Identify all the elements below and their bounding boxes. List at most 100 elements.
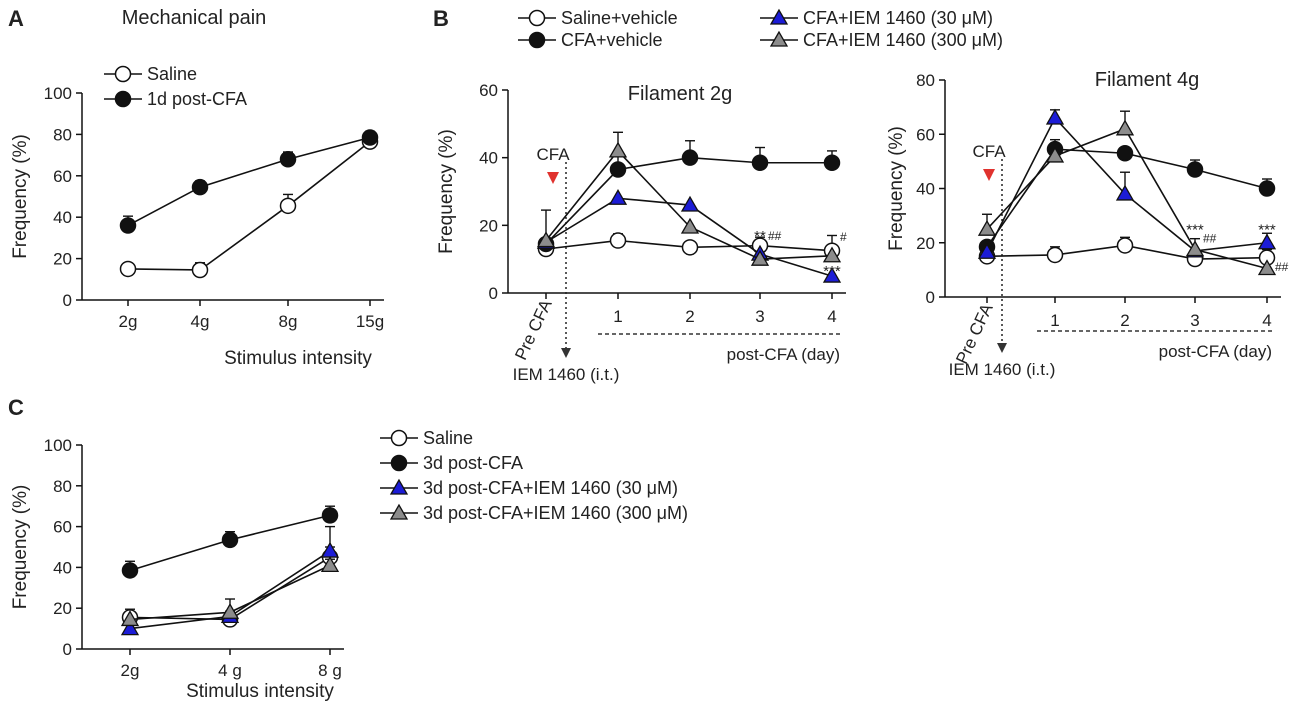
data-point — [1045, 146, 1065, 163]
data-point — [680, 195, 700, 212]
y-tick-label: 40 — [53, 558, 72, 577]
data-point — [220, 602, 240, 619]
y-tick-label: 60 — [53, 518, 72, 537]
x-tick-label: Pre CFA — [952, 300, 997, 367]
y-tick-label: 20 — [53, 599, 72, 618]
data-point — [221, 531, 239, 549]
series-2 — [536, 188, 842, 283]
significance-mark: *** — [823, 263, 841, 280]
series-0-legend-label: Saline — [147, 64, 197, 84]
significance-mark: *** — [1186, 222, 1204, 239]
data-point — [608, 141, 628, 158]
injection-label: IEM 1460 (i.t.) — [513, 365, 620, 384]
y-tick-label: 100 — [44, 436, 72, 455]
x-tick-label: 2g — [119, 312, 138, 331]
series-3 — [120, 556, 340, 627]
data-point — [121, 562, 139, 579]
y-tick-label: 60 — [53, 167, 72, 186]
series-1-legend-label: 1d post-CFA — [147, 89, 247, 109]
series-3-legend-marker — [389, 503, 409, 520]
panel-b-right-title: Filament 4g — [1095, 69, 1200, 91]
post-cfa-label: post-CFA (day) — [727, 345, 840, 364]
data-point — [320, 556, 340, 573]
series-1-legend-marker — [114, 90, 132, 108]
panel-a-title: Mechanical pain — [122, 7, 267, 29]
data-point — [1185, 240, 1205, 257]
series-line — [127, 141, 371, 271]
significance-mark: ## — [1275, 260, 1289, 274]
x-tick-label: 4 — [1262, 311, 1271, 330]
data-point — [1046, 246, 1064, 264]
cfa-iem-30-legend-label: CFA+IEM 1460 (30 μM) — [803, 8, 993, 28]
saline-vehicle-legend-label: Saline+vehicle — [561, 8, 678, 28]
cfa-arrow-icon — [547, 172, 559, 184]
x-tick-label: 3 — [755, 307, 764, 326]
data-point — [609, 232, 627, 249]
cfa-vehicle-legend-marker — [528, 31, 546, 49]
panel-b-title: Filament 2g — [628, 83, 733, 105]
y-tick-label: 40 — [53, 208, 72, 227]
series-3-legend-label: 3d post-CFA+IEM 1460 (300 μM) — [423, 503, 688, 523]
y-tick-label: 20 — [916, 234, 935, 253]
y-axis-label: Frequency (%) — [886, 126, 907, 251]
y-tick-label: 60 — [479, 81, 498, 100]
data-point — [977, 242, 997, 259]
data-point — [361, 129, 379, 146]
data-point — [119, 217, 137, 234]
series-2-legend-label: 3d post-CFA+IEM 1460 (30 μM) — [423, 478, 678, 498]
data-point — [321, 507, 339, 524]
data-point — [120, 619, 140, 636]
x-tick-label: 4g — [191, 312, 210, 331]
data-point — [1258, 180, 1276, 197]
data-point — [823, 154, 841, 171]
cfa-arrow-icon — [983, 169, 995, 181]
injection-arrow-icon — [561, 348, 571, 358]
x-tick-label: 3 — [1190, 311, 1199, 330]
data-point — [1257, 259, 1277, 276]
y-axis-label: Frequency (%) — [10, 485, 31, 610]
y-tick-label: 40 — [479, 149, 498, 168]
data-point — [1186, 161, 1204, 178]
data-point — [1115, 184, 1135, 201]
data-point — [120, 610, 140, 627]
data-point — [977, 219, 997, 236]
y-axis-label: Frequency (%) — [10, 134, 31, 259]
series-1 — [121, 505, 339, 579]
data-point — [320, 541, 340, 558]
significance-mark: *** — [1258, 222, 1276, 239]
cfa-iem-300-legend-marker — [769, 30, 789, 47]
data-point — [119, 260, 137, 278]
data-point — [1045, 108, 1065, 125]
data-point — [681, 149, 699, 166]
data-point — [191, 261, 209, 279]
y-tick-label: 0 — [489, 284, 498, 303]
data-point — [279, 197, 297, 215]
significance-mark: ** — [754, 228, 766, 245]
series-0 — [119, 133, 379, 279]
series-0 — [537, 232, 841, 259]
x-axis-label: Stimulus intensity — [224, 348, 372, 369]
series-1-legend-marker — [390, 454, 408, 472]
x-tick-label: 2 — [1120, 311, 1129, 330]
y-tick-label: 0 — [63, 640, 72, 659]
data-point — [1257, 233, 1277, 250]
x-tick-label: 2 — [685, 307, 694, 326]
significance-mark: # — [840, 230, 847, 244]
series-0-legend-marker — [390, 429, 408, 447]
x-tick-label: 8 g — [318, 661, 342, 680]
x-tick-label: Pre CFA — [511, 296, 556, 363]
series-0 — [978, 236, 1276, 268]
y-tick-label: 80 — [53, 125, 72, 144]
series-0-legend-label: Saline — [423, 428, 473, 448]
data-point — [279, 150, 297, 168]
y-tick-label: 60 — [916, 125, 935, 144]
data-point — [681, 239, 699, 256]
data-point — [750, 249, 770, 266]
y-tick-label: 40 — [916, 180, 935, 199]
series-3 — [977, 110, 1277, 276]
x-axis-label: Stimulus intensity — [186, 681, 334, 702]
cfa-label: CFA — [536, 145, 570, 164]
series-3 — [536, 131, 842, 266]
